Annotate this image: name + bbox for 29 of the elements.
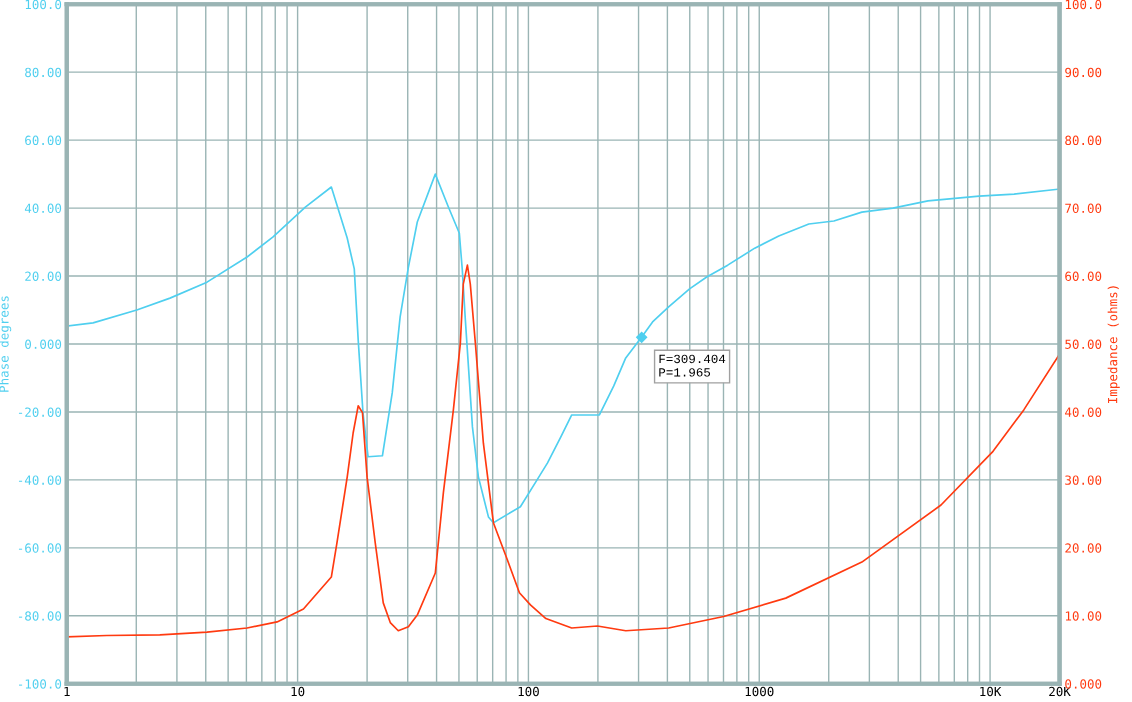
y2-tick-label: 80.00 (1065, 135, 1102, 146)
y-tick-label: -80.00 (18, 611, 62, 621)
x-tick-label: 100 (518, 686, 539, 697)
y-tick-label: -40.00 (18, 475, 62, 485)
y2-tick-label: 60.00 (1065, 271, 1102, 281)
y2-tick-label: 90.00 (1065, 67, 1102, 78)
y2-axis-title: Impedance (ohms) (1107, 286, 1120, 403)
annotation: F=309.404 P=1.965 (659, 354, 726, 377)
x-tick-label: 1 (64, 686, 70, 697)
x-tick-label: 1000 (745, 686, 774, 697)
y2-tick-label: 20.00 (1065, 543, 1102, 553)
y-tick-label: 80.00 (25, 67, 62, 78)
y-tick-label: 20.00 (25, 271, 62, 281)
y-axis-title: Phase degrees (0, 296, 12, 392)
y-tick-label: 0.000 (25, 339, 62, 349)
y2-tick-label: 10.00 (1065, 611, 1102, 621)
y-tick-label: 100.0 (25, 0, 62, 10)
y2-tick-label: 70.00 (1065, 203, 1102, 214)
y-tick-label: -60.00 (18, 543, 62, 553)
x-tick-label: 10 (291, 686, 305, 697)
y2-tick-label: 100.0 (1065, 0, 1102, 10)
y-tick-label: 40.00 (24, 203, 62, 214)
y-tick-label: 60.00 (25, 135, 62, 146)
x-tick-label: 10K (980, 686, 1002, 697)
y-tick-label: -20.00 (18, 407, 62, 417)
y2-tick-label: 30.00 (1065, 475, 1102, 485)
y2-tick-label: 50.00 (1065, 339, 1102, 349)
y-tick-label: -100.0 (18, 679, 62, 689)
y2-tick-label: 40.00 (1065, 407, 1102, 417)
